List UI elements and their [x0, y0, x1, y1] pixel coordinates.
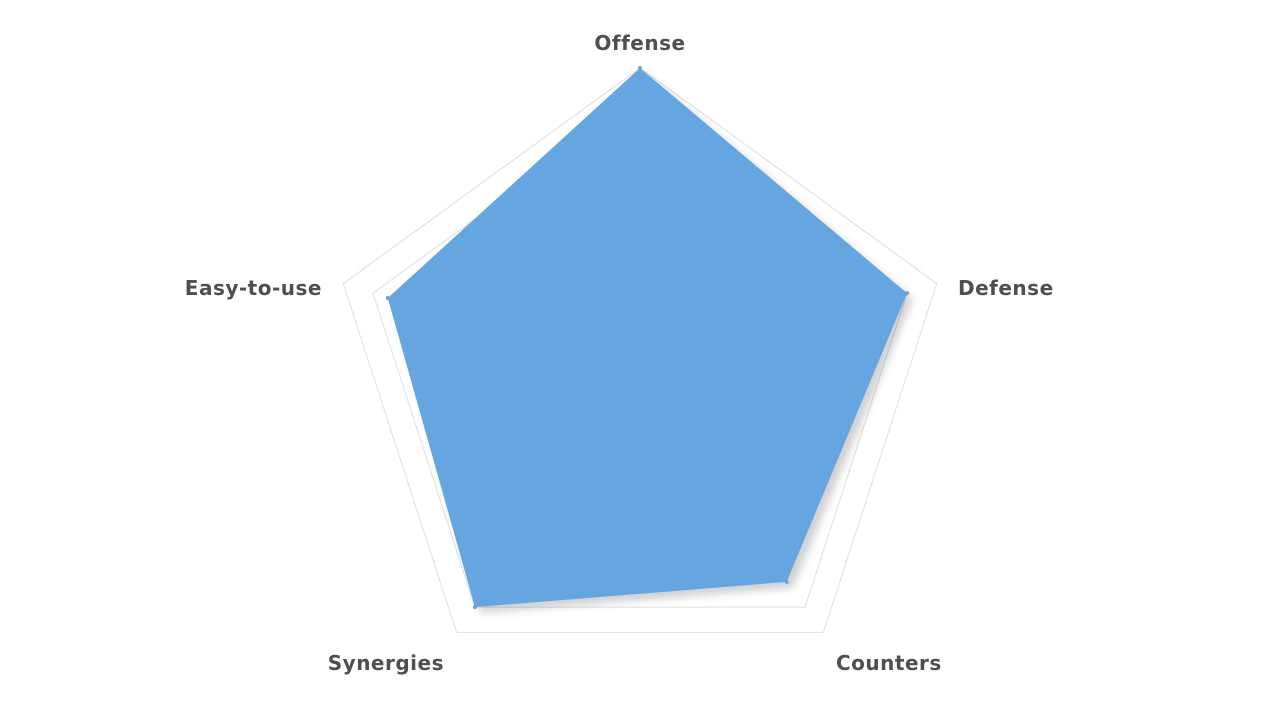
data-point-counters	[784, 579, 789, 584]
axis-label-synergies: Synergies	[328, 651, 444, 675]
axis-labels: Offense Defense Counters Synergies Easy-…	[185, 31, 1054, 675]
data-point-synergies	[472, 605, 477, 610]
axis-label-defense: Defense	[958, 276, 1054, 300]
data-point-defense	[905, 291, 910, 296]
series-area	[387, 68, 908, 608]
radar-series	[385, 66, 910, 610]
grid-ring-1	[342, 67, 938, 633]
data-point-easy-to-use	[385, 296, 390, 301]
axis-label-easy-to-use: Easy-to-use	[185, 276, 322, 300]
data-point-offense	[638, 66, 642, 70]
axis-label-counters: Counters	[836, 651, 942, 675]
axis-label-offense: Offense	[594, 31, 685, 55]
